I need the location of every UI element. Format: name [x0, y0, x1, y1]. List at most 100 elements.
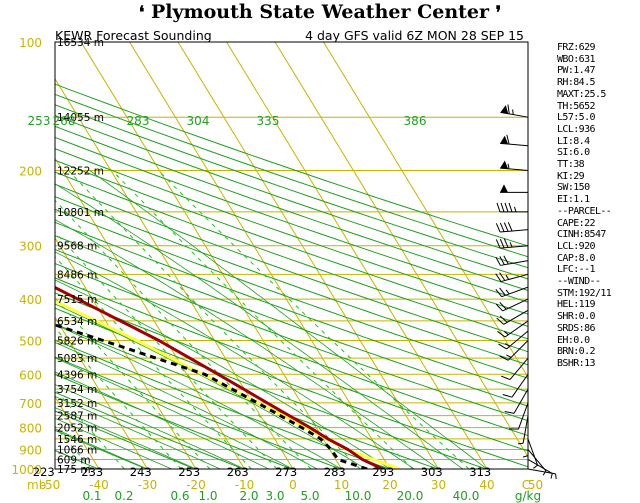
wind-barb-full [499, 287, 506, 296]
isotherm-line [274, 42, 528, 458]
wind-barb-half [505, 289, 510, 295]
pressure-label: 700 [19, 397, 42, 411]
wind-barb-staff [522, 415, 529, 444]
isotherm-line [0, 42, 2, 469]
wind-barb-half [503, 331, 509, 336]
wind-barb [498, 330, 529, 350]
wind-barb-full [499, 301, 507, 310]
dry-adiabat-line [55, 235, 528, 407]
sounding-indices: FRZ:629 WBO:631 PW:1.47 RH:84.5 MAXT:25.5 TH:… [557, 42, 640, 370]
height-label: 9568 m [57, 241, 97, 253]
height-label: 3754 m [57, 384, 97, 396]
temperature-tick-label: C [522, 478, 530, 492]
index-line: CAPE:22 [557, 217, 596, 229]
moist-adiabat-line [55, 428, 148, 469]
index-line: CAP:8.0 [557, 252, 596, 264]
theta-bottom-label: 273 [275, 465, 297, 479]
theta-bottom-label: 313 [469, 465, 491, 479]
index-line: LCL:920 [557, 240, 596, 252]
height-label: 7515 m [57, 294, 97, 306]
temperature-tick-label: 20 [382, 478, 397, 492]
wind-barb-full [499, 222, 505, 232]
moist-adiabat-line [55, 303, 366, 469]
wind-barb-pennant [500, 135, 509, 145]
height-label: 12252 m [57, 166, 104, 178]
theta-bottom-label: 303 [421, 465, 443, 479]
height-label: 3152 m [57, 398, 97, 410]
dewpoint-trace [55, 323, 368, 469]
index-line: RH:84.5 [557, 77, 596, 89]
pressure-label: 400 [19, 293, 42, 307]
height-label: 175 m [57, 464, 91, 476]
dry-adiabat-line [55, 83, 528, 247]
dry-adiabat-line [55, 171, 528, 340]
index-line: L57:5.0 [557, 112, 596, 124]
dry-adiabat-line [55, 159, 528, 327]
moist-adiabat-line [55, 417, 172, 469]
isotherm-line [55, 316, 148, 469]
theta-top-label: 304 [187, 114, 210, 128]
wind-barb-staff [500, 229, 529, 233]
moist-adiabat-line [55, 279, 391, 469]
height-label: 10801 m [57, 207, 104, 219]
wind-barb-pennant [500, 105, 509, 114]
dry-adiabat-line [55, 410, 196, 469]
height-label: 609 m [57, 454, 91, 466]
theta-top-label: 335 [257, 114, 280, 128]
wind-barb [495, 255, 529, 266]
mixing-ratio-label: 1.0 [198, 489, 217, 503]
index-line: BSHR:13 [557, 357, 596, 369]
wind-barb-staff [500, 142, 529, 147]
temperature-tick-label: 10 [334, 478, 349, 492]
mixing-ratio-line [55, 256, 252, 469]
index-line: EI:1.1 [557, 194, 590, 206]
index-line: EH:0.0 [557, 334, 590, 346]
wind-barb-half [517, 442, 524, 445]
wind-barb-half [506, 354, 512, 358]
wind-barb-full [502, 394, 513, 398]
wind-barb [499, 340, 529, 361]
dry-adiabat-line [55, 391, 244, 469]
mixing-ratio-label: 0.2 [114, 489, 133, 503]
height-label: 6534 m [57, 316, 97, 328]
isotherm-line [226, 42, 488, 469]
plot-frame [54, 41, 529, 470]
wind-barb-staff [500, 111, 529, 118]
height-label: 5083 m [57, 353, 97, 365]
wind-barb-staff [503, 309, 529, 325]
mixing-ratio-label: 40.0 [453, 489, 480, 503]
mixing-ratio-line [68, 170, 361, 469]
moist-adiabat-line [55, 183, 464, 469]
wind-barb-staff [500, 260, 529, 266]
index-line: SRDS:86 [557, 322, 596, 334]
header-left: KEWR Forecast Sounding [55, 28, 212, 43]
pressure-label: 900 [19, 443, 42, 457]
wind-barb-half [522, 455, 529, 458]
wind-barb-full [495, 239, 501, 249]
wind-barb-full [503, 222, 509, 232]
theta-bottom-label: 253 [178, 465, 200, 479]
wind-barb [527, 459, 553, 479]
wind-barb [495, 222, 529, 233]
title-text: Plymouth State Weather Center [150, 1, 490, 23]
temperature-tick-label: -50 [41, 478, 61, 492]
wind-barb-full [499, 238, 505, 249]
isotherm-line [55, 157, 245, 469]
wind-barb [527, 438, 539, 469]
wind-barb [527, 468, 557, 480]
wind-barb [500, 104, 529, 118]
wind-barb-full [497, 330, 506, 338]
dry-adiabat-line [55, 104, 528, 269]
wind-barb-staff [527, 438, 539, 466]
dry-adiabat-line [55, 93, 528, 258]
wind-barb-half [533, 464, 538, 469]
right-pennant-icon: ❜ [495, 3, 502, 23]
temperature-tick-label: -40 [89, 478, 109, 492]
wind-barb [496, 309, 529, 325]
index-line: WBO:631 [557, 53, 596, 65]
index-line: SHR:0.0 [557, 311, 596, 323]
wind-barb-full [506, 134, 510, 145]
wind-barb-full [495, 223, 501, 233]
wind-barb-full [499, 272, 506, 281]
isotherm-line [55, 236, 197, 469]
